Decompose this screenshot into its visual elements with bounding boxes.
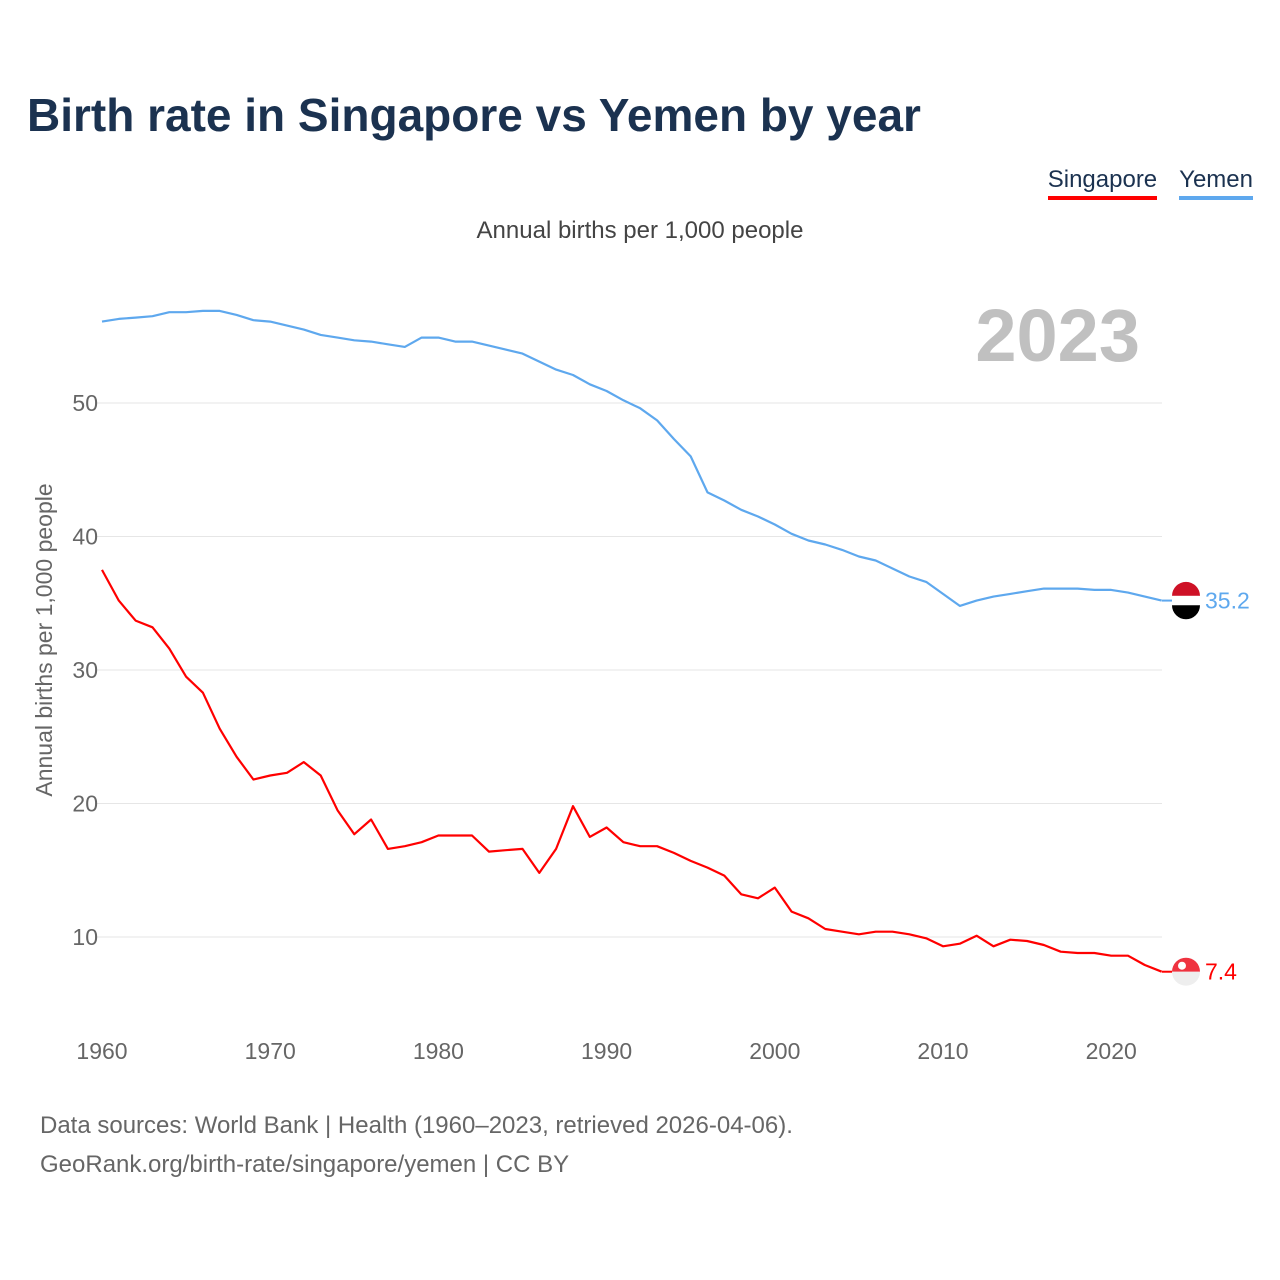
y-tick-label: 30 bbox=[72, 657, 98, 683]
yemen-flag-icon bbox=[1172, 581, 1200, 596]
source-link[interactable]: GeoRank.org/birth-rate/singapore/yemen |… bbox=[40, 1151, 570, 1178]
x-tick-label: 2010 bbox=[917, 1038, 968, 1064]
chart-title: Birth rate in Singapore vs Yemen by year bbox=[27, 89, 921, 141]
legend: Singapore Yemen bbox=[1047, 166, 1253, 200]
x-tick-label: 2000 bbox=[749, 1038, 800, 1064]
y-axis-label: Annual births per 1,000 people bbox=[31, 483, 57, 796]
y-tick-label: 10 bbox=[72, 924, 98, 950]
x-tick-label: 1970 bbox=[245, 1038, 296, 1064]
year-label: 2023 bbox=[975, 294, 1140, 377]
x-tick-label: 2020 bbox=[1086, 1038, 1137, 1064]
yemen-flag-icon bbox=[1172, 595, 1200, 606]
series-line-singapore bbox=[101, 569, 1163, 973]
x-tick-label: 1990 bbox=[581, 1038, 632, 1064]
y-tick-label: 50 bbox=[72, 390, 98, 416]
series-line-yemen bbox=[101, 309, 1162, 608]
legend-item-singapore[interactable]: Singapore bbox=[1047, 166, 1158, 200]
chart-subtitle: Annual births per 1,000 people bbox=[476, 217, 804, 244]
legend-item-yemen[interactable]: Yemen bbox=[1179, 166, 1253, 200]
end-value-label: 35.2 bbox=[1205, 588, 1250, 614]
x-tick-label: 1960 bbox=[76, 1038, 127, 1064]
data-source: Data sources: World Bank | Health (1960–… bbox=[40, 1112, 793, 1139]
singapore-flag-icon bbox=[1172, 957, 1200, 972]
singapore-flag-icon bbox=[1178, 961, 1186, 970]
footer: Data sources: World Bank | Health (1960–… bbox=[40, 1106, 793, 1184]
yemen-flag-icon bbox=[1172, 605, 1200, 620]
x-tick-label: 1980 bbox=[413, 1038, 464, 1064]
y-tick-label: 20 bbox=[72, 791, 98, 817]
end-value-label: 7.4 bbox=[1205, 959, 1237, 985]
y-tick-label: 40 bbox=[72, 524, 98, 550]
singapore-flag-icon bbox=[1172, 971, 1200, 986]
